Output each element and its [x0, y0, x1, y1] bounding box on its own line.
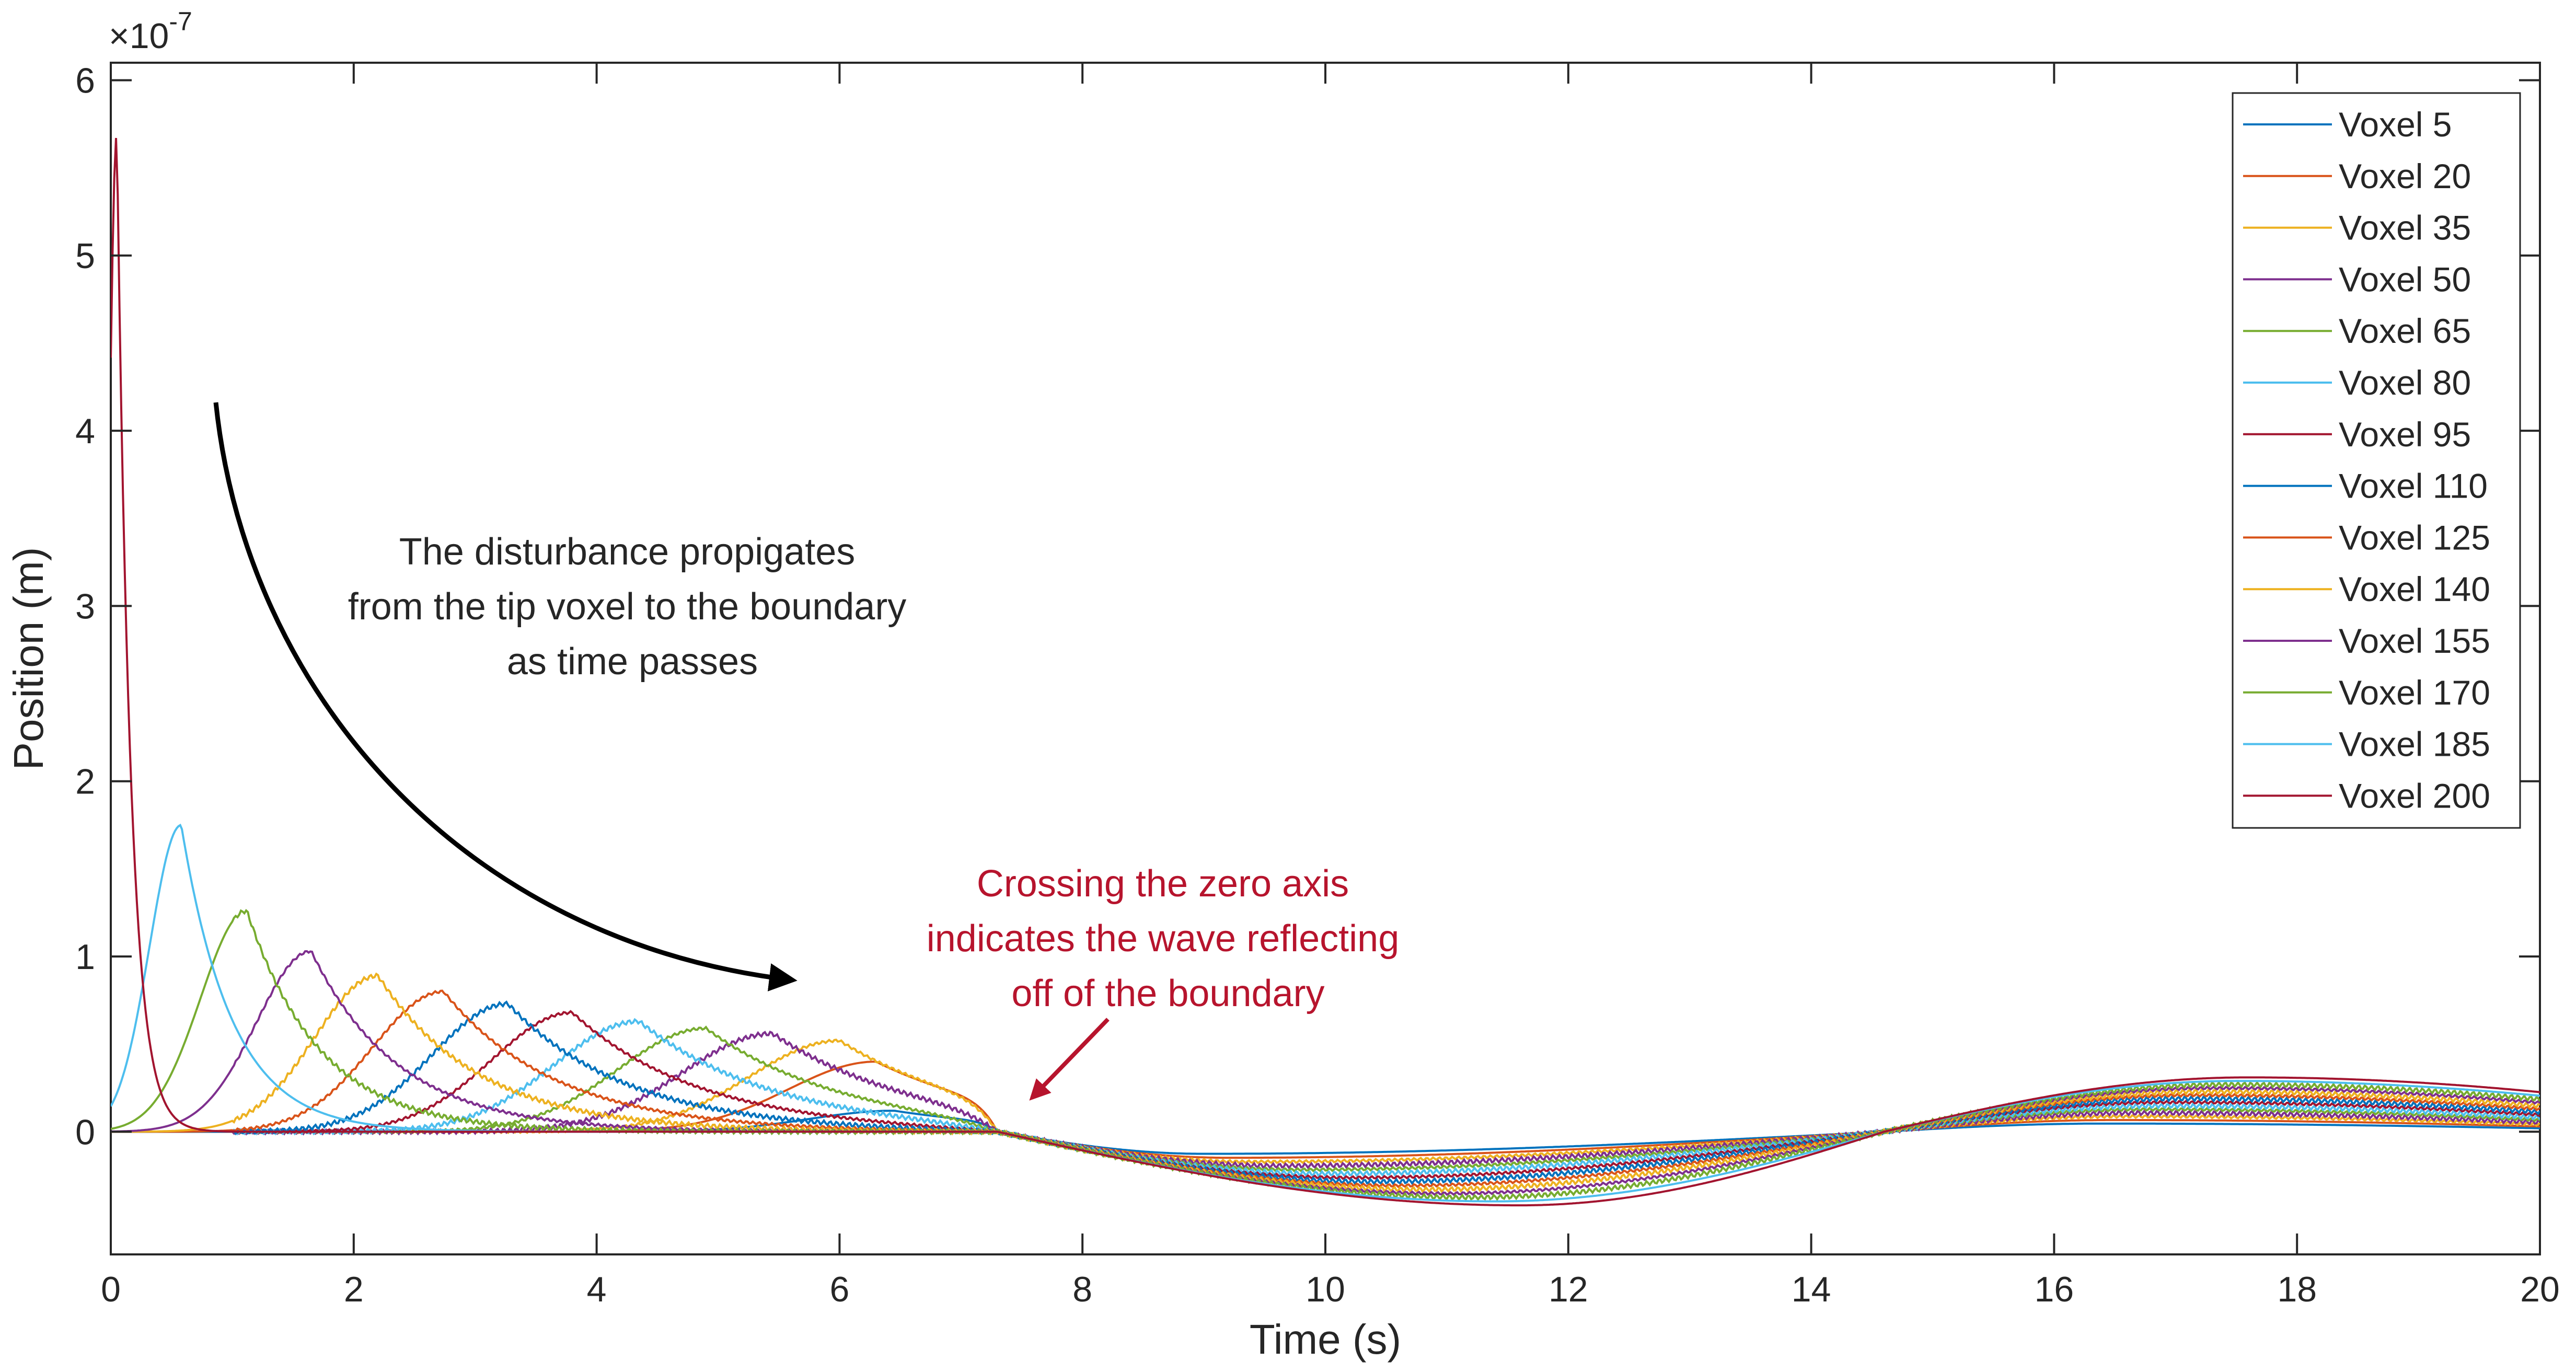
- series-line: [111, 989, 2540, 1189]
- legend-label: Voxel 170: [2339, 673, 2490, 712]
- x-tick-label: 4: [587, 1270, 607, 1309]
- legend-label: Voxel 140: [2339, 570, 2490, 608]
- x-tick-label: 6: [829, 1270, 849, 1309]
- legend-label: Voxel 5: [2339, 105, 2452, 144]
- series-line: [111, 137, 2540, 1207]
- legend-box: [2232, 92, 2521, 829]
- y-tick-label: 3: [75, 586, 95, 626]
- x-tick-label: 20: [2520, 1270, 2560, 1309]
- propagation-arrow: [213, 402, 798, 991]
- series-line: [111, 972, 2540, 1193]
- legend-label: Voxel 50: [2339, 260, 2471, 298]
- x-axis: 0 2 4 6 8 10 12 14 16 18 20: [101, 63, 2560, 1309]
- x-axis-title: Time (s): [1250, 1316, 1401, 1363]
- propagation-annotation: The disturbance propigates from the tip …: [348, 531, 917, 683]
- x-tick-label: 12: [1549, 1270, 1588, 1309]
- series-group: [111, 137, 2540, 1207]
- legend-label: Voxel 65: [2339, 312, 2471, 350]
- legend-label: Voxel 185: [2339, 725, 2490, 764]
- legend-label: Voxel 110: [2339, 467, 2488, 505]
- series-line: [111, 1000, 2540, 1185]
- series-line: [111, 950, 2540, 1196]
- x-tick-label: 2: [344, 1270, 364, 1309]
- series-line: [111, 1018, 2540, 1178]
- reflection-arrow: [1029, 1018, 1110, 1101]
- x-tick-label: 14: [1792, 1270, 1831, 1309]
- legend-label: Voxel 80: [2339, 363, 2471, 402]
- reflection-annotation: Crossing the zero axis indicates the wav…: [927, 863, 1410, 1014]
- legend: Voxel 5 Voxel 20 Voxel 35 Voxel 50 Voxel 65 V…: [2232, 92, 2521, 829]
- series-line: [111, 1010, 2540, 1181]
- legend-label: Voxel 125: [2339, 518, 2490, 557]
- y-axis-title: Position (m): [5, 547, 52, 770]
- x-tick-label: 16: [2035, 1270, 2074, 1309]
- series-line: [111, 1025, 2540, 1172]
- legend-label: Voxel 200: [2339, 776, 2490, 815]
- y-tick-label: 6: [75, 61, 95, 101]
- series-line: [111, 1030, 2540, 1170]
- y-exponent-label: ×10-7: [109, 7, 192, 56]
- legend-label: Voxel 155: [2339, 621, 2490, 660]
- plot-area: [110, 62, 2541, 1255]
- y-tick-label: 2: [75, 762, 95, 802]
- legend-label: Voxel 35: [2339, 209, 2471, 247]
- legend-label: Voxel 20: [2339, 157, 2471, 195]
- y-tick-label: 5: [75, 236, 95, 276]
- x-tick-label: 10: [1306, 1270, 1345, 1309]
- legend-label: Voxel 95: [2339, 415, 2471, 454]
- y-tick-label: 0: [75, 1112, 95, 1152]
- x-tick-label: 18: [2277, 1270, 2317, 1309]
- y-tick-label: 4: [75, 411, 95, 451]
- x-tick-label: 0: [101, 1270, 121, 1309]
- y-tick-label: 1: [75, 937, 95, 977]
- y-axis: 0 1 2 3 4 5 6: [75, 61, 2540, 1152]
- x-tick-label: 8: [1072, 1270, 1092, 1309]
